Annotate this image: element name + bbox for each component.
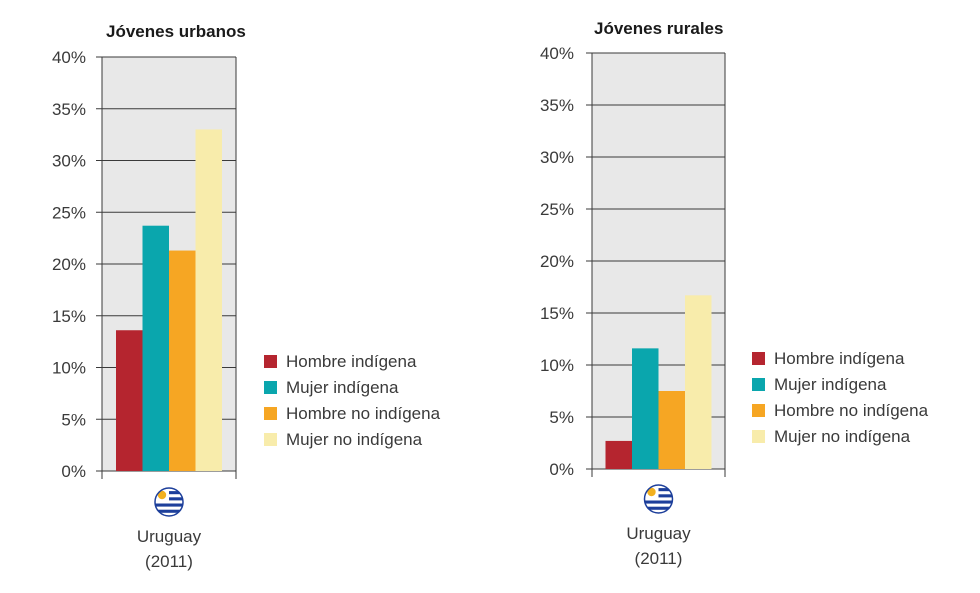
- category-year-label: (2011): [635, 549, 683, 568]
- legend-label: Mujer no indígena: [286, 430, 423, 449]
- y-tick-label: 40%: [52, 48, 86, 67]
- bar-hombre-no-indigena: [658, 391, 685, 469]
- legend-item: Mujer indígena: [264, 378, 399, 397]
- y-tick-label: 5%: [549, 408, 574, 427]
- legend-swatch: [752, 352, 765, 365]
- bar-hombre-indigena: [116, 330, 143, 471]
- rural-youth-chart: 0% 5% 10% 15% 20% 25% 30% 35% 40% Jóvenes rurales…: [540, 19, 929, 568]
- bar-mujer-no-indigena: [195, 129, 222, 471]
- legend-label: Hombre no indígena: [286, 404, 441, 423]
- legend-label: Hombre indígena: [774, 349, 905, 368]
- y-tick-label: 25%: [52, 203, 86, 222]
- y-tick-label: 5%: [61, 410, 86, 429]
- bar-mujer-indigena: [632, 348, 659, 469]
- y-tick-label: 10%: [540, 356, 574, 375]
- legend-label: Hombre no indígena: [774, 401, 929, 420]
- bar-mujer-indigena: [142, 225, 169, 471]
- legend: Hombre indígena Mujer indígena Hombre no i…: [264, 352, 441, 449]
- legend-swatch: [264, 381, 277, 394]
- legend-swatch: [264, 355, 277, 368]
- y-tick-label: 30%: [540, 148, 574, 167]
- legend-swatch: [264, 407, 277, 420]
- y-tick-label: 15%: [52, 307, 86, 326]
- y-tick-label: 20%: [52, 255, 86, 274]
- legend-item: Mujer no indígena: [752, 427, 911, 446]
- legend-swatch: [264, 433, 277, 446]
- uruguay-flag-icon: [154, 487, 184, 517]
- y-tick-label: 40%: [540, 44, 574, 63]
- y-tick-label: 25%: [540, 200, 574, 219]
- bar-hombre-no-indigena: [169, 250, 196, 471]
- bar-mujer-no-indigena: [685, 295, 712, 469]
- y-tick-label: 30%: [52, 152, 86, 171]
- category-label: Uruguay: [626, 524, 691, 543]
- legend-label: Mujer indígena: [774, 375, 887, 394]
- legend-label: Mujer indígena: [286, 378, 399, 397]
- legend-item: Hombre no indígena: [264, 404, 441, 423]
- chart-title: Jóvenes urbanos: [106, 22, 246, 41]
- legend-item: Hombre no indígena: [752, 401, 929, 420]
- bar-hombre-indigena: [605, 440, 632, 469]
- legend-item: Hombre indígena: [752, 349, 905, 368]
- y-tick-label: 20%: [540, 252, 574, 271]
- y-tick-label: 35%: [540, 96, 574, 115]
- chart-title: Jóvenes rurales: [594, 19, 723, 38]
- legend-label: Mujer no indígena: [774, 427, 911, 446]
- y-tick-label: 10%: [52, 359, 86, 378]
- legend-swatch: [752, 404, 765, 417]
- legend-item: Hombre indígena: [264, 352, 417, 371]
- y-tick-label: 0%: [61, 462, 86, 481]
- urban-youth-chart: 0% 5% 10% 15% 20% 25% 30% 35% 40% Jóvenes urbanos…: [52, 22, 441, 571]
- legend: Hombre indígena Mujer indígena Hombre no i…: [752, 349, 929, 446]
- y-tick-label: 0%: [549, 460, 574, 479]
- legend-swatch: [752, 430, 765, 443]
- legend-item: Mujer no indígena: [264, 430, 423, 449]
- category-label: Uruguay: [137, 527, 202, 546]
- y-tick-label: 15%: [540, 304, 574, 323]
- y-tick-label: 35%: [52, 100, 86, 119]
- uruguay-flag-icon: [643, 484, 674, 514]
- category-year-label: (2011): [145, 552, 193, 571]
- legend-label: Hombre indígena: [286, 352, 417, 371]
- legend-item: Mujer indígena: [752, 375, 887, 394]
- legend-swatch: [752, 378, 765, 391]
